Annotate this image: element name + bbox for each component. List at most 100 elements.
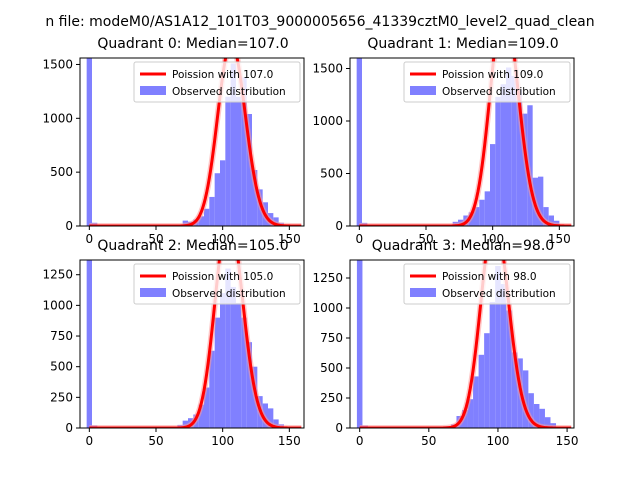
quadrant-1-panel: Quadrant 1: Median=109.0 0 50 100 150050010…: [312, 36, 575, 246]
quadrant-3-plot-area: [356, 260, 573, 428]
legend-box: [133, 263, 301, 305]
histogram-bar: [548, 215, 554, 226]
y-tick-label: 750: [50, 329, 73, 343]
histogram-bar: [495, 96, 501, 226]
histogram-bar: [506, 67, 512, 226]
histogram-bar: [538, 176, 544, 226]
legend-label-poisson: Poission with 109.0: [442, 69, 543, 81]
y-tick-label: 1500: [42, 57, 73, 71]
histogram-bar: [473, 376, 479, 428]
x-tick-label: 50: [148, 232, 163, 246]
histogram-bar: [230, 286, 236, 428]
quadrant-3-axes-frame: [349, 259, 575, 429]
x-tick-label: 150: [278, 232, 301, 246]
histogram-bar: [356, 260, 363, 428]
y-tick-label: 1000: [42, 298, 73, 312]
quadrant-3-title: Quadrant 3: Median=98.0: [372, 238, 554, 254]
y-tick-label: 1000: [312, 114, 343, 128]
y-tick-label: 1250: [312, 271, 343, 285]
y-tick-label: 1000: [312, 301, 343, 315]
x-tick-label: 50: [148, 434, 163, 448]
histogram-bar: [273, 419, 279, 428]
poisson-curve: [89, 260, 302, 428]
legend-label-observed: Observed distribution: [172, 288, 286, 300]
histogram-bar: [268, 408, 274, 428]
figure-suptitle: n file: modeM0/AS1A12_101T03_9000005656_…: [45, 14, 594, 30]
quadrant-2-legend: Poission with 105.0 Observed distribution: [133, 263, 301, 305]
y-tick-label: 0: [335, 219, 343, 233]
legend-label-poisson: Poission with 98.0: [442, 271, 537, 283]
legend-box: [403, 61, 571, 103]
histogram-bar: [511, 75, 517, 226]
histogram-bar: [204, 387, 210, 428]
legend-box: [403, 263, 571, 305]
x-tick-label: 0: [356, 434, 364, 448]
histogram-bar: [500, 284, 507, 428]
histogram-bar: [214, 317, 220, 428]
histogram-bar: [479, 199, 485, 226]
quadrant-2-axes-frame: [79, 259, 305, 429]
y-tick-label: 250: [50, 390, 73, 404]
histogram-bar: [241, 77, 247, 226]
y-tick-label: 0: [65, 219, 73, 233]
x-tick-label: 100: [486, 434, 509, 448]
histogram-bar: [241, 317, 247, 428]
histogram-bar: [86, 260, 92, 428]
poisson-curve: [359, 58, 572, 226]
quadrant-1-legend: Poission with 109.0 Observed distribution: [403, 61, 571, 103]
y-tick-label: 500: [320, 167, 343, 181]
histogram-bar: [543, 207, 549, 226]
histogram-bar: [533, 404, 540, 428]
histogram-bar: [506, 310, 512, 428]
x-tick-label: 150: [278, 434, 301, 448]
histogram-bar: [220, 293, 226, 428]
quadrant-3-legend: Poission with 98.0 Observed distribution: [403, 263, 571, 305]
quadrant-0-legend: Poission with 107.0 Observed distribution: [133, 61, 301, 103]
x-tick-label: 100: [211, 232, 234, 246]
histogram-bar: [204, 208, 210, 226]
x-tick-label: 0: [86, 232, 94, 246]
histogram-bar: [214, 173, 220, 226]
quadrant-2-panel: Quadrant 2: Median=105.0 0 50 100 150 0 250 50…: [42, 238, 305, 448]
histogram-bar: [225, 268, 231, 428]
y-tick-label: 750: [320, 331, 343, 345]
poisson-curve: [89, 58, 302, 226]
histogram-bar: [511, 352, 518, 428]
histogram-bar: [230, 63, 236, 226]
y-tick-label: 500: [320, 361, 343, 375]
histogram-bar: [467, 399, 474, 428]
x-tick-label: 50: [421, 434, 436, 448]
histogram-bar: [220, 160, 226, 226]
y-tick-label: 1000: [42, 111, 73, 125]
histogram-bar: [225, 96, 231, 226]
x-tick-label: 100: [481, 232, 504, 246]
histogram-bar: [246, 114, 252, 226]
y-tick-label: 500: [50, 360, 73, 374]
histogram-bar: [495, 266, 501, 428]
quadrant-0-title: Quadrant 0: Median=107.0: [97, 36, 288, 52]
y-tick-label: 1500: [312, 62, 343, 76]
histogram-bar: [528, 393, 534, 428]
histogram-bar: [500, 84, 506, 226]
y-tick-label: 1250: [42, 268, 73, 282]
legend-label-observed: Observed distribution: [442, 86, 556, 98]
quadrant-3-panel: Quadrant 3: Median=98.0 0 50 100 150 0 250 500…: [312, 238, 578, 448]
quadrant-1-title: Quadrant 1: Median=109.0: [367, 36, 558, 52]
legend-bar-swatch: [140, 288, 166, 297]
histogram-bar: [484, 191, 490, 226]
legend-bar-swatch: [410, 288, 436, 297]
x-tick-label: 0: [356, 232, 364, 246]
poisson-curve: [359, 260, 572, 428]
x-tick-label: 150: [548, 232, 571, 246]
histogram-bar: [539, 408, 545, 428]
quadrant-2-plot-area: [86, 260, 303, 428]
histogram-bar: [356, 58, 362, 226]
x-tick-label: 50: [418, 232, 433, 246]
y-tick-label: 0: [335, 421, 343, 435]
x-tick-label: 100: [211, 434, 234, 448]
histogram-bar: [209, 196, 215, 226]
legend-label-poisson: Poission with 105.0: [172, 271, 273, 283]
quadrant-0-plot-area: [86, 58, 303, 226]
histogram-bar: [209, 350, 215, 428]
